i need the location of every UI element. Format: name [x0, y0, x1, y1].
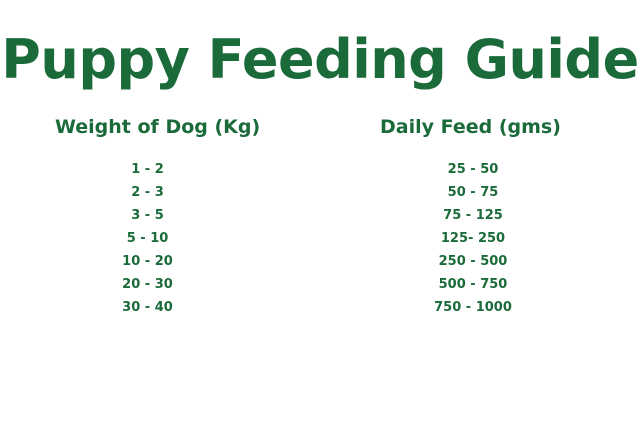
- weight-row: 3 - 5: [131, 208, 164, 223]
- weight-row: 2 - 3: [131, 185, 164, 200]
- feed-column-header: Daily Feed (gms): [380, 116, 561, 138]
- weight-row: 30 - 40: [122, 300, 173, 315]
- feed-list: 25 - 50 50 - 75 75 - 125 125- 250 250 - …: [418, 158, 528, 319]
- feed-row: 25 - 50: [447, 162, 499, 177]
- feed-row: 75 - 125: [443, 208, 503, 223]
- feed-row: 125- 250: [440, 231, 506, 246]
- feed-row: 50 - 75: [447, 185, 499, 200]
- weight-row: 1 - 2: [131, 162, 164, 177]
- feed-row: 500 - 750: [438, 277, 508, 292]
- weight-column-header: Weight of Dog (Kg): [55, 116, 261, 138]
- page-title: Puppy Feeding Guide: [1, 28, 639, 91]
- feed-row: 250 - 500: [438, 254, 508, 269]
- weight-row: 20 - 30: [122, 277, 173, 292]
- feed-row: 750 - 1000: [434, 300, 512, 315]
- weight-list: 1 - 2 2 - 3 3 - 5 5 - 10 10 - 20 20 - 30…: [100, 158, 195, 319]
- weight-row: 5 - 10: [126, 231, 169, 246]
- weight-row: 10 - 20: [122, 254, 173, 269]
